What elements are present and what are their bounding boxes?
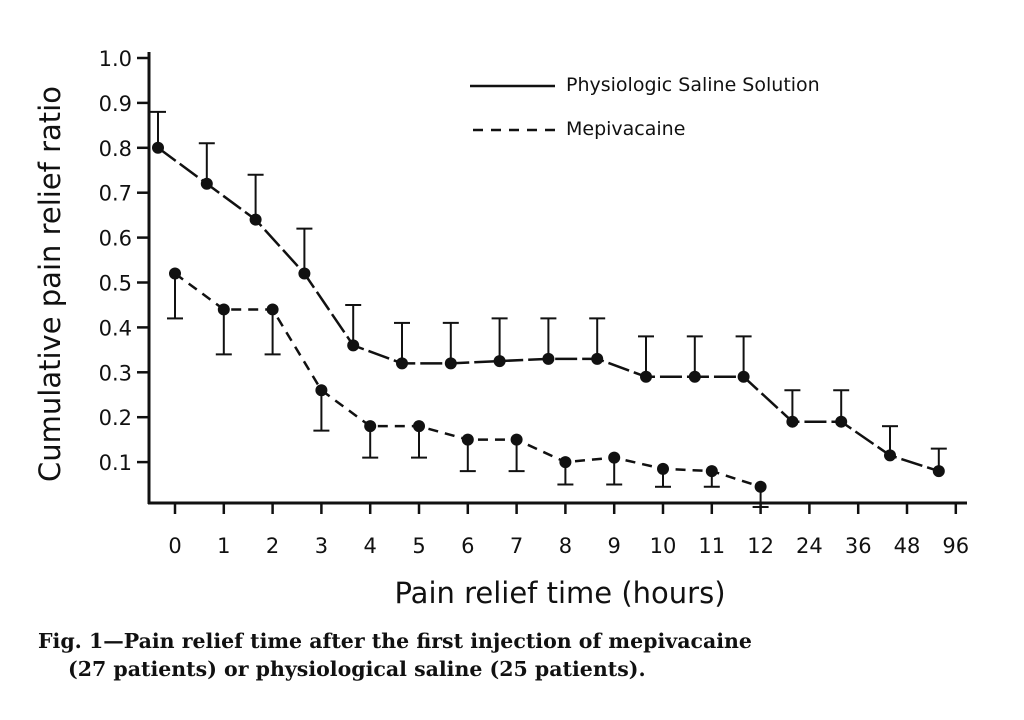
data-point-saline	[200, 177, 213, 190]
data-point-saline	[932, 465, 945, 478]
x-tick-label: 48	[894, 534, 921, 558]
x-tick-label: 8	[559, 534, 572, 558]
data-point-mepivacaine	[608, 451, 621, 464]
data-point-mepivacaine	[510, 433, 523, 446]
x-tick-label: 11	[698, 534, 725, 558]
data-point-saline	[591, 352, 604, 365]
y-tick-label: 0.4	[99, 316, 132, 340]
x-tick-label: 24	[796, 534, 823, 558]
data-point-saline	[347, 339, 360, 352]
legend-label-saline: Physiologic Saline Solution	[566, 74, 820, 96]
x-tick-label: 2	[266, 534, 279, 558]
data-point-saline	[396, 357, 408, 370]
data-point-saline	[444, 357, 457, 370]
data-point-mepivacaine	[266, 303, 279, 316]
caption-line-2: (27 patients) or physiological saline (2…	[68, 657, 646, 681]
y-tick-label: 0.3	[99, 361, 132, 385]
x-tick-label: 10	[650, 534, 677, 558]
x-axis-label: Pain relief time (hours)	[394, 576, 725, 610]
data-point-saline	[542, 352, 555, 365]
data-point-saline	[786, 415, 799, 428]
data-point-saline	[152, 141, 164, 154]
data-point-mepivacaine	[705, 465, 718, 478]
data-point-saline	[493, 355, 506, 368]
y-tick-label: 0.6	[99, 227, 132, 251]
data-point-mepivacaine	[315, 384, 328, 397]
data-point-saline	[298, 267, 311, 280]
data-point-mepivacaine	[217, 303, 230, 316]
y-tick-label: 1.0	[99, 47, 132, 71]
caption-line-1: Fig. 1—Pain relief time after the first …	[38, 629, 752, 653]
y-tick-label: 0.5	[99, 272, 132, 296]
x-tick-label: 0	[168, 534, 181, 558]
y-tick-label: 0.1	[99, 451, 132, 475]
legend-label-mepivacaine: Mepivacaine	[566, 118, 685, 140]
x-tick-label: 6	[461, 534, 474, 558]
y-tick-label: 0.9	[99, 92, 132, 116]
data-point-saline	[737, 370, 750, 383]
y-tick-label: 0.8	[99, 137, 132, 161]
figure-caption: Fig. 1—Pain relief time after the first …	[38, 627, 998, 683]
data-point-saline	[835, 415, 848, 428]
x-tick-label: 96	[942, 534, 969, 558]
data-point-saline	[884, 449, 896, 462]
legend: Physiologic Saline Solution Mepivacaine	[470, 74, 820, 140]
x-tick-label: 4	[364, 534, 377, 558]
x-tick-label: 5	[412, 534, 425, 558]
x-tick-label: 7	[510, 534, 523, 558]
data-point-saline	[249, 213, 262, 226]
x-tick-label: 3	[315, 534, 328, 558]
x-tick-label: 9	[608, 534, 621, 558]
data-point-mepivacaine	[413, 420, 425, 433]
x-tick-label: 12	[747, 534, 774, 558]
y-tick-label: 0.2	[99, 406, 132, 430]
data-point-mepivacaine	[559, 456, 572, 469]
data-point-mepivacaine	[657, 462, 669, 475]
series-layer	[150, 110, 947, 508]
data-point-mepivacaine	[754, 480, 767, 493]
y-tick-label: 0.7	[99, 182, 132, 206]
x-tick-label: 36	[845, 534, 872, 558]
axes: 1.00.90.80.70.60.50.40.30.20.10 1 2 3 4 5 6 7 8 9…	[99, 47, 970, 558]
data-point-mepivacaine	[461, 433, 474, 446]
data-point-mepivacaine	[364, 420, 377, 433]
chart: 1.00.90.80.70.60.50.40.30.20.10 1 2 3 4 5 6 7 8 9…	[33, 47, 970, 610]
data-point-saline	[640, 370, 652, 383]
data-point-mepivacaine	[169, 267, 181, 280]
x-tick-label: 1	[217, 534, 230, 558]
y-axis-label: Cumulative pain relief ratio	[33, 86, 67, 482]
data-point-saline	[688, 370, 701, 383]
